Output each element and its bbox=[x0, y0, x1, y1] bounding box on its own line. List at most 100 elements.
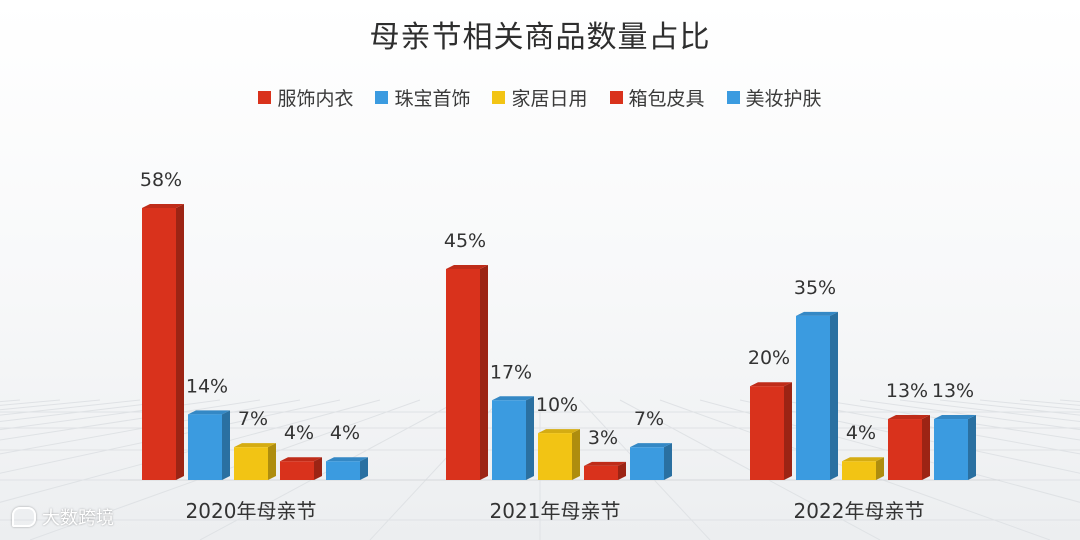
bar-top bbox=[934, 415, 976, 420]
floor-grid-line bbox=[0, 399, 381, 503]
bar-top bbox=[842, 457, 884, 462]
bar bbox=[326, 457, 368, 480]
legend-item: 箱包皮具 bbox=[609, 84, 705, 111]
bar-top bbox=[630, 443, 672, 448]
data-label: 17% bbox=[490, 361, 532, 383]
data-label: 14% bbox=[186, 375, 228, 397]
watermark-text: 大数跨境 bbox=[42, 508, 114, 529]
bar-top bbox=[538, 429, 580, 434]
data-label: 35% bbox=[794, 277, 836, 299]
legend-label: 珠宝首饰 bbox=[394, 88, 471, 110]
bar-front bbox=[142, 208, 176, 480]
bar-top bbox=[750, 382, 792, 387]
bar bbox=[188, 410, 230, 480]
bar-top bbox=[234, 443, 276, 448]
bar-top bbox=[584, 461, 626, 466]
data-label: 3% bbox=[588, 427, 618, 449]
legend-item: 家居日用 bbox=[492, 84, 588, 111]
bar-front bbox=[842, 461, 876, 480]
legend-label: 服饰内衣 bbox=[277, 88, 354, 110]
bar-front bbox=[584, 465, 618, 480]
bar-front bbox=[280, 461, 314, 480]
data-label: 20% bbox=[748, 347, 790, 369]
chart-title: 母亲节相关商品数量占比 bbox=[369, 20, 711, 55]
bar bbox=[142, 204, 184, 480]
bar bbox=[796, 311, 838, 480]
data-label: 58% bbox=[140, 169, 182, 191]
data-label: 7% bbox=[634, 408, 664, 430]
category-label: 2022年母亲节 bbox=[794, 499, 925, 523]
bar-top bbox=[888, 415, 930, 420]
bar-side bbox=[176, 204, 184, 480]
bar-side bbox=[480, 264, 488, 480]
data-label: 4% bbox=[846, 422, 876, 444]
category-label: 2021年母亲节 bbox=[490, 499, 621, 523]
data-label: 13% bbox=[932, 380, 974, 402]
legend-swatch bbox=[609, 91, 623, 104]
bar bbox=[750, 382, 792, 480]
legend-label: 箱包皮具 bbox=[628, 88, 705, 110]
bar-front bbox=[538, 433, 572, 480]
legend-swatch bbox=[258, 91, 272, 104]
bar-side bbox=[968, 415, 976, 480]
bar-front bbox=[934, 419, 968, 480]
bar bbox=[446, 264, 488, 480]
bar-front bbox=[888, 419, 922, 480]
data-label: 13% bbox=[886, 380, 928, 402]
bar bbox=[934, 415, 976, 480]
bar-side bbox=[784, 382, 792, 480]
data-label: 10% bbox=[536, 394, 578, 416]
bar-top bbox=[188, 410, 230, 415]
bar-side bbox=[360, 457, 368, 480]
bar-front bbox=[750, 386, 784, 480]
bar-top bbox=[446, 264, 488, 269]
bar-top bbox=[492, 396, 534, 401]
floor-grid-line bbox=[859, 399, 1080, 431]
bar bbox=[538, 429, 580, 480]
category-label: 2020年母亲节 bbox=[186, 499, 317, 523]
legend-item: 服饰内衣 bbox=[258, 84, 353, 111]
data-label: 4% bbox=[284, 422, 314, 444]
legend-item: 美妆护肤 bbox=[726, 84, 822, 111]
bar-side bbox=[222, 410, 230, 480]
legend-swatch bbox=[375, 91, 389, 104]
bar-side bbox=[572, 429, 580, 480]
floor-grid-line bbox=[0, 399, 261, 441]
legend-label: 美妆护肤 bbox=[745, 88, 822, 110]
bar-front bbox=[446, 268, 480, 480]
bar-front bbox=[492, 400, 526, 480]
bar-front bbox=[630, 447, 664, 480]
bar-front bbox=[188, 414, 222, 480]
floor-grid-line bbox=[739, 399, 1080, 474]
bar-side bbox=[314, 457, 322, 480]
bar-front bbox=[326, 461, 360, 480]
bar-top bbox=[326, 457, 368, 462]
floor-grid-line bbox=[0, 399, 221, 431]
data-label: 7% bbox=[238, 408, 268, 430]
floor-grid-line bbox=[0, 399, 341, 474]
legend-swatch bbox=[726, 91, 740, 104]
bar-top bbox=[142, 204, 184, 208]
legend-item: 珠宝首饰 bbox=[375, 84, 470, 111]
data-label: 45% bbox=[444, 230, 486, 252]
legend-label: 家居日用 bbox=[511, 88, 588, 110]
bar bbox=[280, 457, 322, 480]
bar bbox=[888, 415, 930, 480]
watermark: 大数跨境 bbox=[12, 504, 114, 530]
bar-top bbox=[796, 311, 838, 316]
bar-side bbox=[268, 443, 276, 480]
bar-front bbox=[796, 315, 830, 480]
bar-side bbox=[618, 461, 626, 480]
bar bbox=[630, 443, 672, 480]
bar bbox=[842, 457, 884, 480]
bar-top bbox=[280, 457, 322, 462]
legend: 服饰内衣 珠宝首饰 家居日用 箱包皮具 美妆护肤 bbox=[0, 84, 1080, 111]
bar-side bbox=[876, 457, 884, 480]
bar-side bbox=[830, 311, 838, 480]
legend-swatch bbox=[492, 91, 506, 104]
bar bbox=[492, 396, 534, 480]
bar-side bbox=[664, 443, 672, 480]
brand-logo-icon bbox=[12, 507, 36, 527]
bar-front bbox=[234, 447, 268, 480]
